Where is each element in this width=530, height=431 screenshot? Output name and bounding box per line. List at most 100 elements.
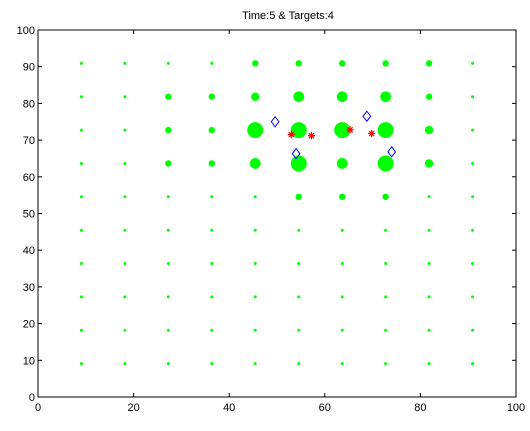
grid-point — [123, 128, 127, 132]
grid-point — [165, 93, 172, 100]
grid-point — [334, 122, 351, 139]
grid-point — [382, 193, 389, 201]
y-tick-label: 20 — [23, 319, 35, 331]
grid-point — [123, 161, 127, 165]
grid-point — [340, 328, 344, 332]
x-tick-label: 40 — [223, 402, 235, 414]
grid-point — [471, 328, 475, 332]
grid-point — [471, 362, 475, 366]
grid-point-markers — [79, 60, 475, 366]
grid-point — [340, 228, 344, 232]
grid-point — [471, 95, 475, 99]
grid-point — [166, 328, 170, 332]
grid-point — [384, 228, 388, 232]
grid-point — [79, 262, 83, 266]
grid-point — [252, 60, 259, 67]
asterisk-stroke — [347, 126, 354, 133]
grid-point — [247, 122, 264, 139]
grid-point — [425, 93, 433, 100]
y-tick-label: 0 — [29, 392, 35, 404]
grid-point — [79, 61, 83, 65]
grid-point — [336, 91, 348, 103]
grid-point — [210, 262, 214, 266]
diamond-point — [362, 110, 372, 123]
grid-point — [253, 228, 257, 232]
grid-point — [382, 60, 389, 67]
grid-point — [208, 160, 216, 167]
grid-point — [471, 128, 475, 132]
grid-point — [338, 60, 346, 67]
grid-point — [427, 295, 431, 299]
grid-point — [427, 362, 431, 366]
grid-point — [166, 195, 170, 199]
grid-point — [377, 122, 394, 139]
x-tick-label: 80 — [414, 402, 426, 414]
grid-point — [384, 328, 388, 332]
grid-point — [297, 328, 301, 332]
x-axis: 0 20 40 60 80 100 — [35, 30, 525, 414]
grid-point — [340, 362, 344, 366]
diamond-point — [387, 146, 397, 158]
asterisk-point — [346, 126, 354, 134]
x-tick-label: 0 — [35, 402, 41, 414]
y-axis: 0 10 20 30 40 50 60 70 80 90 100 — [17, 25, 516, 404]
grid-point — [166, 228, 170, 232]
diamond-point — [270, 115, 280, 128]
x-tick-label: 20 — [127, 402, 139, 414]
grid-point — [340, 262, 344, 266]
grid-point — [471, 262, 475, 266]
y-tick-label: 80 — [23, 98, 35, 110]
grid-point — [166, 61, 170, 65]
grid-point — [123, 362, 127, 366]
grid-point — [123, 328, 127, 332]
grid-point — [210, 228, 214, 232]
grid-point — [297, 262, 301, 266]
grid-point — [297, 362, 301, 366]
grid-point — [424, 159, 434, 168]
grid-point — [297, 228, 301, 232]
grid-point — [384, 362, 388, 366]
plot-area — [37, 29, 517, 398]
grid-point — [293, 91, 305, 103]
grid-point — [79, 95, 83, 99]
grid-point — [166, 362, 170, 366]
grid-point — [297, 295, 301, 299]
grid-point — [384, 262, 388, 266]
y-tick-label: 60 — [23, 172, 35, 184]
grid-point — [338, 193, 346, 201]
y-tick-label: 10 — [23, 355, 35, 367]
grid-point — [427, 328, 431, 332]
grid-point — [208, 93, 216, 100]
grid-point — [123, 95, 127, 99]
asterisk-stroke — [368, 130, 375, 137]
y-tick-label: 50 — [23, 209, 35, 221]
asterisk-stroke — [308, 132, 315, 139]
grid-point — [165, 126, 172, 134]
grid-point — [424, 125, 434, 135]
grid-point — [253, 295, 257, 299]
grid-point — [210, 362, 214, 366]
x-tick-label: 100 — [507, 402, 525, 414]
y-tick-label: 30 — [23, 282, 35, 294]
y-tick-label: 40 — [23, 245, 35, 257]
diamond-point — [291, 147, 301, 160]
grid-point — [79, 295, 83, 299]
grid-point — [210, 61, 214, 65]
grid-point — [251, 92, 260, 101]
grid-point — [166, 295, 170, 299]
y-tick-label: 90 — [23, 62, 35, 74]
grid-point — [427, 195, 431, 199]
grid-point — [427, 262, 431, 266]
grid-point — [377, 155, 394, 172]
grid-point — [123, 228, 127, 232]
grid-point — [380, 91, 392, 103]
grid-point — [471, 195, 475, 199]
grid-point — [471, 228, 475, 232]
chart-title: Time:5 & Targets:4 — [242, 10, 334, 22]
grid-point — [166, 262, 170, 266]
asterisk-stroke — [288, 131, 295, 138]
grid-point — [123, 195, 127, 199]
grid-point — [123, 61, 127, 65]
grid-point — [253, 195, 257, 199]
